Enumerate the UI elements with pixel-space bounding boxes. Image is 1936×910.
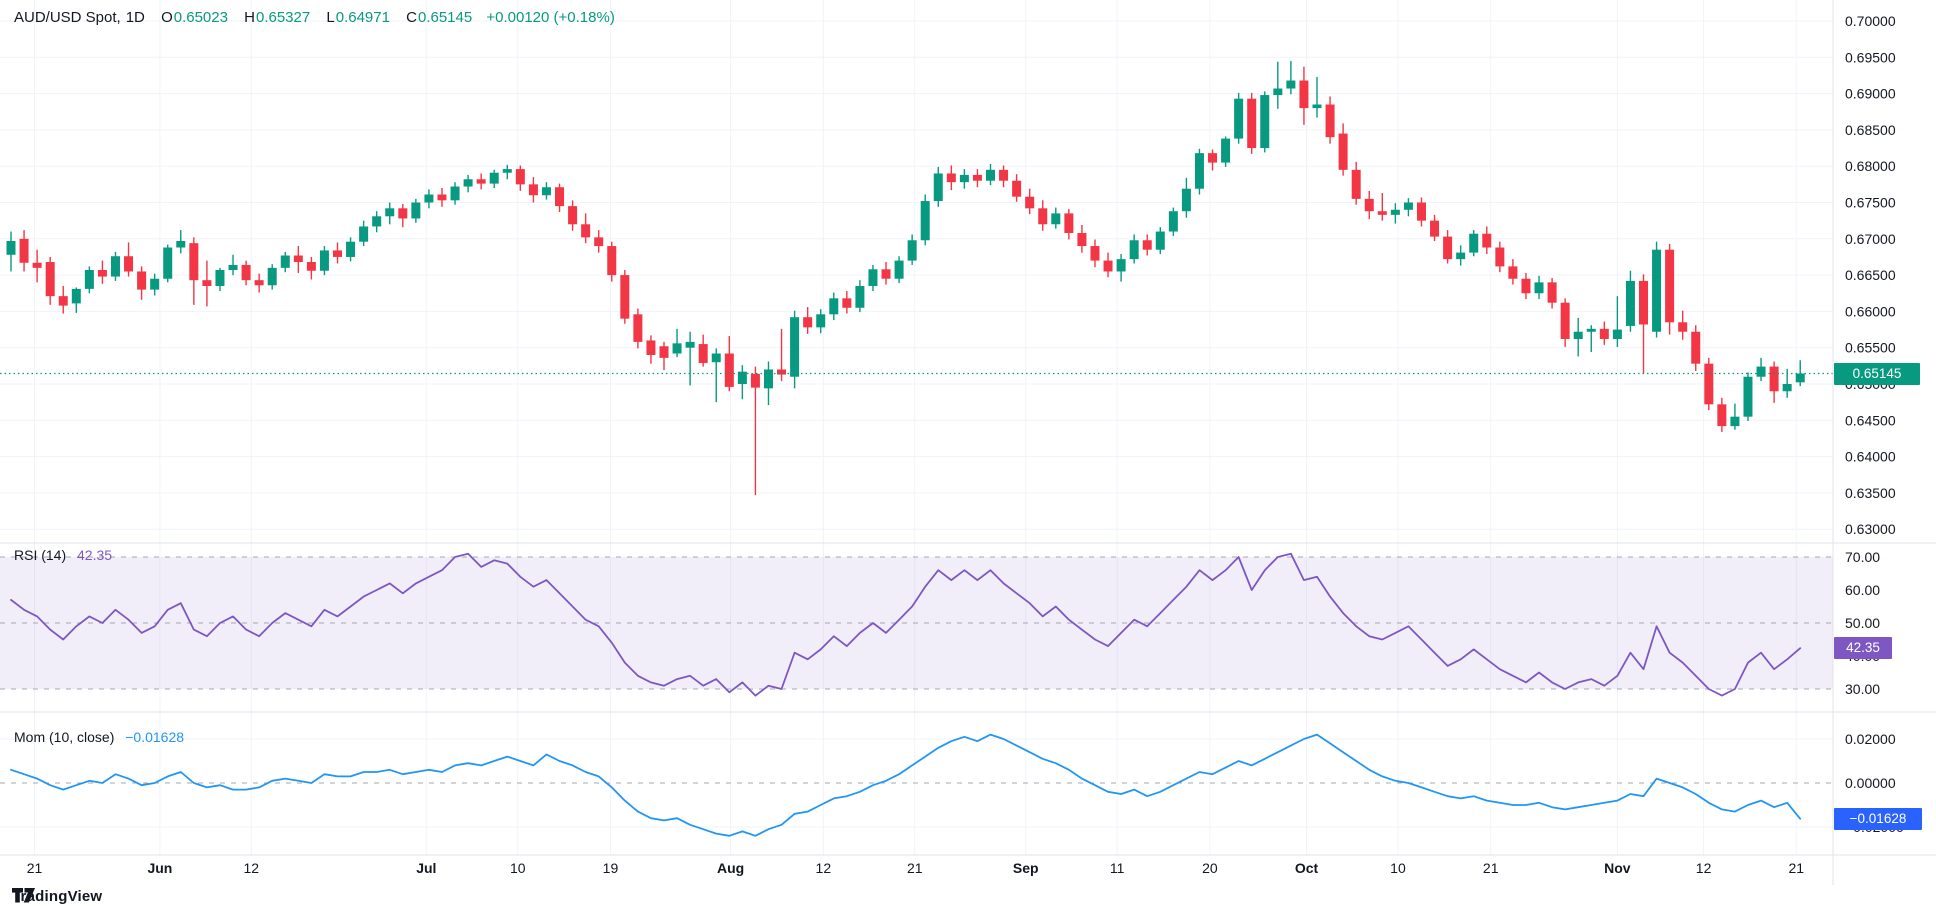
mom-tick-label: 0.00000 [1845,775,1896,791]
time-tick-label: 12 [816,860,832,876]
interval-label[interactable]: 1D [125,9,145,26]
price-tick-label: 0.66500 [1845,267,1896,283]
time-tick-label: 19 [603,860,619,876]
mom-name: Mom (10, close) [14,729,115,745]
price-tick-label: 0.63000 [1845,521,1896,537]
rsi-tick-label: 30.00 [1845,681,1880,697]
tradingview-logo-text: TradingView [12,888,103,905]
time-tick-label: 11 [1110,860,1125,876]
time-scale[interactable]: 21 Jun 12 Jul 10 19 Aug 12 21 Sep 11 20 Oct 10 21 Nov 12… [27,860,1805,876]
high-value: 0.65327 [255,9,311,26]
symbol-header: AUD/USD Spot, 1D O0.65023 H0.65327 L0.649… [14,9,615,26]
price-tick-label: 0.63500 [1845,485,1896,501]
rsi-value: 42.35 [77,547,113,563]
mom-value: −0.01628 [125,729,185,745]
tradingview-logo[interactable]: TradingView [12,888,102,905]
rsi-line[interactable] [10,552,1802,697]
change-value: +0.00120 (+0.18%) [486,9,615,26]
time-tick-label: Nov [1604,860,1631,876]
mom-tick-label: 0.02000 [1845,731,1896,747]
rsi-indicator-label[interactable]: RSI (14) 42.35 [14,547,112,563]
rsi-tick-label: 60.00 [1845,582,1880,598]
gridlines [0,0,1833,855]
price-tick-label: 0.64500 [1845,412,1896,428]
chart-canvas[interactable]: 0.70000 0.69500 0.69000 0.68500 0.68000 0.675… [0,0,1936,885]
mom-indicator-label[interactable]: Mom (10, close) −0.01628 [14,729,184,745]
rsi-value-badge: 42.35 [1834,637,1892,660]
rsi-tick-label: 50.00 [1845,615,1880,631]
time-tick-label: Jun [147,860,172,876]
price-tick-label: 0.65500 [1845,340,1896,356]
low-key: L [326,9,335,26]
open-key: O [161,9,173,26]
tradingview-logo-icon [12,888,35,903]
rsi-name: RSI (14) [14,547,67,563]
price-tick-label: 0.69500 [1845,49,1896,65]
time-tick-label: 10 [1390,860,1406,876]
price-tick-label: 0.68500 [1845,122,1896,138]
time-tick-label: 20 [1202,860,1218,876]
mom-value-badge: −0.01628 [1834,807,1922,830]
open-value: 0.65023 [173,9,228,26]
price-tick-label: 0.66000 [1845,303,1896,319]
time-tick-label: Jul [416,860,436,876]
time-tick-label: 21 [1789,860,1805,876]
low-value: 0.64971 [335,9,390,26]
price-tick-label: 0.69000 [1845,86,1896,102]
time-tick-label: 21 [907,860,923,876]
time-tick-label: 10 [510,860,526,876]
symbol-name[interactable]: AUD/USD Spot, [14,9,121,26]
rsi-band [0,556,1833,690]
mom-line[interactable] [10,733,1802,837]
rsi-tick-label: 70.00 [1845,549,1880,565]
time-tick-label: Oct [1295,860,1319,876]
separators [0,0,1936,885]
time-tick-label: 12 [244,860,260,876]
time-tick-label: 12 [1696,860,1712,876]
price-tick-label: 0.67500 [1845,195,1896,211]
price-tick-label: 0.70000 [1845,13,1896,29]
close-value: 0.65145 [417,9,473,26]
time-tick-label: Aug [717,860,744,876]
price-tick-label: 0.68000 [1845,158,1896,174]
price-tick-label: 0.64000 [1845,449,1896,465]
high-key: H [244,9,255,26]
candles-series[interactable] [6,60,1805,496]
time-tick-label: 21 [1483,860,1499,876]
last-price-badge: 0.65145 [1834,362,1920,385]
close-key: C [406,9,417,26]
time-tick-label: Sep [1013,860,1039,876]
time-tick-label: 21 [27,860,43,876]
price-tick-label: 0.67000 [1845,231,1896,247]
